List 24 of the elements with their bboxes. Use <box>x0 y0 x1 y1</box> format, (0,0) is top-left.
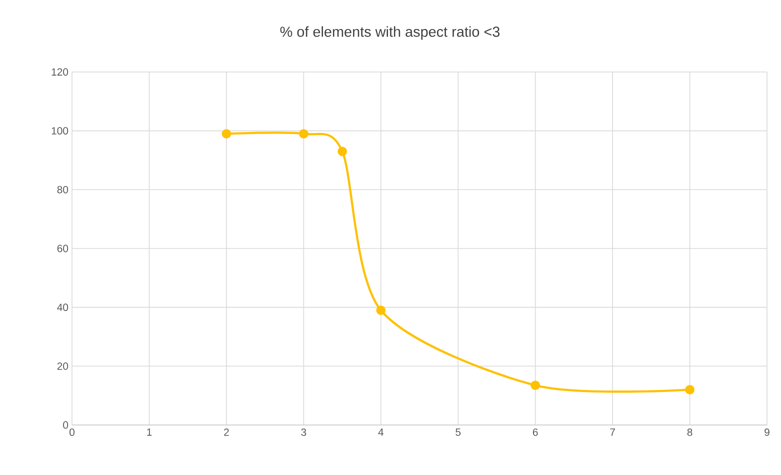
point <box>222 129 232 138</box>
point <box>298 129 308 138</box>
x-tick-label: 7 <box>610 428 615 436</box>
point <box>530 380 540 390</box>
y-tick-label: 60 <box>57 244 68 252</box>
x-tick-label: 2 <box>224 428 229 436</box>
y-tick-label: 0 <box>63 421 68 429</box>
chart-title: % of elements with aspect ratio <3 <box>280 26 500 40</box>
x-tick-label: 8 <box>687 428 692 436</box>
x-tick-label: 1 <box>147 428 152 436</box>
y-tick-label: 20 <box>57 362 68 370</box>
y-tick-label: 100 <box>52 127 68 135</box>
point <box>376 306 386 315</box>
y-tick-label: 120 <box>52 68 68 76</box>
point <box>338 146 347 156</box>
y-tick-label: 40 <box>57 304 68 312</box>
x-tick-label: 5 <box>456 428 461 436</box>
x-tick-label: 0 <box>70 428 75 436</box>
x-tick-label: 4 <box>378 428 384 436</box>
x-tick-label: 3 <box>301 428 306 436</box>
y-tick-label: 80 <box>57 186 68 194</box>
point <box>685 385 694 394</box>
x-tick-label: 9 <box>764 428 770 436</box>
x-tick-label: 6 <box>532 428 538 436</box>
